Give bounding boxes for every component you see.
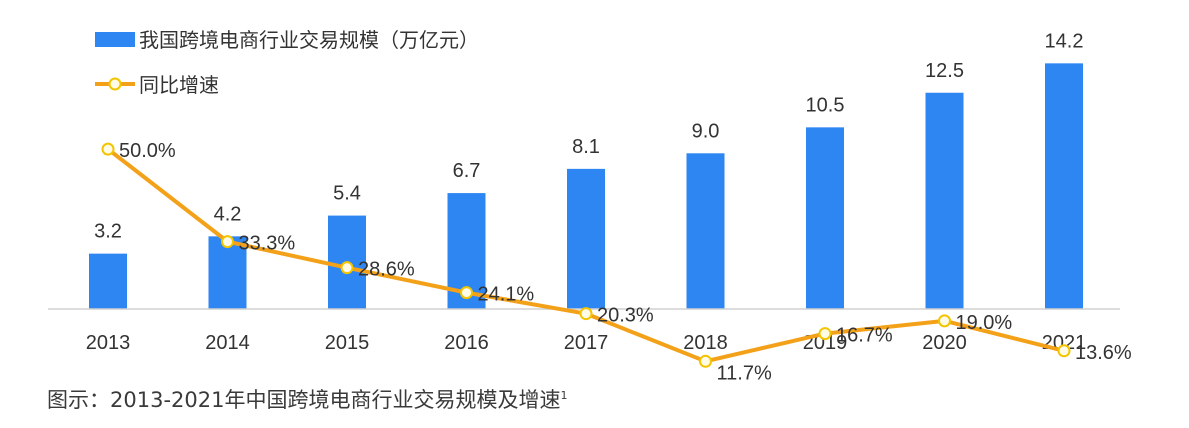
growth-marker-2016 xyxy=(460,286,473,300)
bar-2021 xyxy=(1045,63,1083,310)
growth-marker-2013 xyxy=(101,142,115,156)
growth-label-2019: 16.7% xyxy=(836,325,893,347)
chart: 我国跨境电商行业交易规模（万亿元） 同比增速 3.2 4.2 5.4 6.7 8.1 9.0… xyxy=(48,28,1132,380)
x-tick-2015: 2015 xyxy=(325,332,370,354)
caption-footnote-marker: 1 xyxy=(560,389,568,402)
legend-bar-swatch xyxy=(95,32,135,47)
bar-label-2019: 10.5 xyxy=(806,94,845,116)
bar-label-2013: 3.2 xyxy=(94,221,122,243)
growth-label-2021: 13.6% xyxy=(1075,342,1132,364)
bar-2020 xyxy=(925,92,964,309)
caption-text: 图示：2013-2021年中国跨境电商行业交易规模及增速 xyxy=(47,388,561,412)
growth-value-labels: 50.0% 33.3% 28.6% 24.1% 20.3% 11.7% 16.7% 19.0%… xyxy=(119,140,1132,380)
x-tick-2014: 2014 xyxy=(205,332,250,354)
growth-label-2018: 11.7% xyxy=(717,362,772,380)
bar-label-2021: 14.2 xyxy=(1045,30,1084,52)
growth-line-series xyxy=(101,142,1071,368)
x-tick-2017: 2017 xyxy=(564,332,609,354)
x-axis-tick-labels: 2013 2014 2015 2016 2017 2018 2019 2020 2021 xyxy=(86,332,1087,354)
bar-2018 xyxy=(686,153,725,309)
bar-label-2015: 5.4 xyxy=(333,183,361,205)
bar-2017 xyxy=(567,168,605,309)
bar-series xyxy=(89,63,1083,310)
growth-label-2016: 24.1% xyxy=(478,284,535,306)
growth-label-2015: 28.6% xyxy=(358,259,415,281)
bar-2014 xyxy=(208,236,247,309)
growth-label-2020: 19.0% xyxy=(956,312,1013,334)
figure-caption: 图示：2013-2021年中国跨境电商行业交易规模及增速1 xyxy=(47,384,567,414)
bar-2013 xyxy=(89,253,127,309)
growth-marker-2021 xyxy=(1057,344,1071,358)
bar-label-2017: 8.1 xyxy=(572,136,600,158)
bar-label-2020: 12.5 xyxy=(925,60,964,82)
growth-label-2014: 33.3% xyxy=(239,233,296,255)
bar-label-2014: 4.2 xyxy=(214,203,242,225)
x-tick-2013: 2013 xyxy=(86,332,131,354)
legend: 我国跨境电商行业交易规模（万亿元） 同比增速 xyxy=(95,28,479,97)
growth-marker-2018 xyxy=(699,354,712,368)
x-tick-2020: 2020 xyxy=(922,332,967,354)
x-tick-2018: 2018 xyxy=(683,332,728,354)
growth-marker-2015 xyxy=(340,261,354,275)
growth-label-2017: 20.3% xyxy=(597,305,654,327)
legend-line-marker xyxy=(108,77,122,91)
bar-2019 xyxy=(806,127,844,309)
growth-marker-2014 xyxy=(221,235,234,249)
growth-marker-2020 xyxy=(938,314,951,328)
growth-label-2013: 50.0% xyxy=(119,140,176,162)
x-tick-2016: 2016 xyxy=(444,332,489,354)
legend-bar-label: 我国跨境电商行业交易规模（万亿元） xyxy=(139,28,479,52)
bar-value-labels: 3.2 4.2 5.4 6.7 8.1 9.0 10.5 12.5 14.2 xyxy=(94,30,1083,242)
legend-line-label: 同比增速 xyxy=(139,73,219,97)
bar-label-2018: 9.0 xyxy=(692,120,720,142)
growth-marker-2017 xyxy=(579,307,593,321)
bar-label-2016: 6.7 xyxy=(453,160,481,182)
growth-marker-2019 xyxy=(818,327,832,341)
